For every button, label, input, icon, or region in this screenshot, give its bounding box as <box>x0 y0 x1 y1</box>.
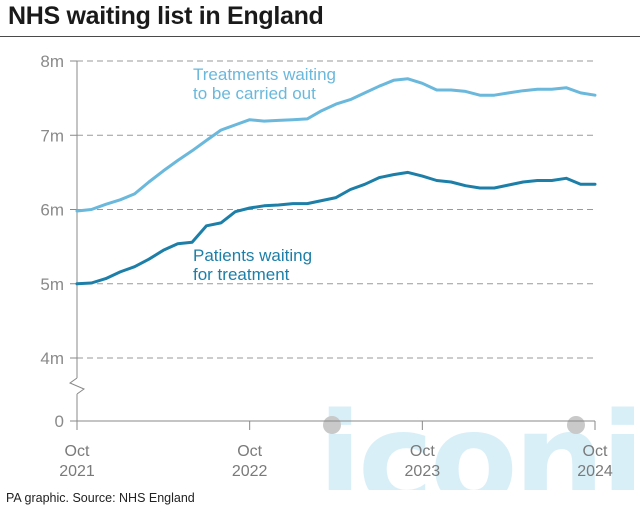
watermark-dot <box>323 416 341 434</box>
series-line <box>75 170 597 286</box>
x-tick-label: Oct <box>410 443 435 460</box>
x-tick-label: Oct <box>237 443 262 460</box>
series-label: Patients waiting <box>193 246 312 265</box>
series-line <box>75 77 597 213</box>
watermark-text: iconic <box>318 386 640 490</box>
source-note: PA graphic. Source: NHS England <box>6 491 195 505</box>
line-chart: iconic 8m7m6m5m4m0Oct2021Oct2022Oct2023O… <box>40 52 640 490</box>
x-tick-label-year: 2023 <box>405 463 441 480</box>
y-tick-label: 7m <box>40 126 64 145</box>
x-tick-label-year: 2024 <box>577 463 613 480</box>
y-tick-label: 4m <box>40 349 64 368</box>
series-lines <box>75 77 597 286</box>
y-tick-label: 0 <box>55 412 64 431</box>
x-tick-label-year: 2021 <box>59 463 95 480</box>
chart-title: NHS waiting list in England <box>8 2 324 30</box>
y-tick-label: 6m <box>40 201 64 220</box>
y-tick-label: 5m <box>40 275 64 294</box>
y-tick-label: 8m <box>40 52 64 71</box>
series-label: Treatments waiting <box>193 65 336 84</box>
iconic-watermark: iconic <box>318 386 640 490</box>
title-divider <box>0 36 640 37</box>
series-label: to be carried out <box>193 84 316 103</box>
series-label: for treatment <box>193 265 290 284</box>
gridlines <box>77 60 595 359</box>
x-tick-label-year: 2022 <box>232 463 268 480</box>
y-axis-break <box>68 377 86 395</box>
x-tick-label: Oct <box>65 443 90 460</box>
x-tick-label: Oct <box>583 443 608 460</box>
watermark-dot <box>567 416 585 434</box>
